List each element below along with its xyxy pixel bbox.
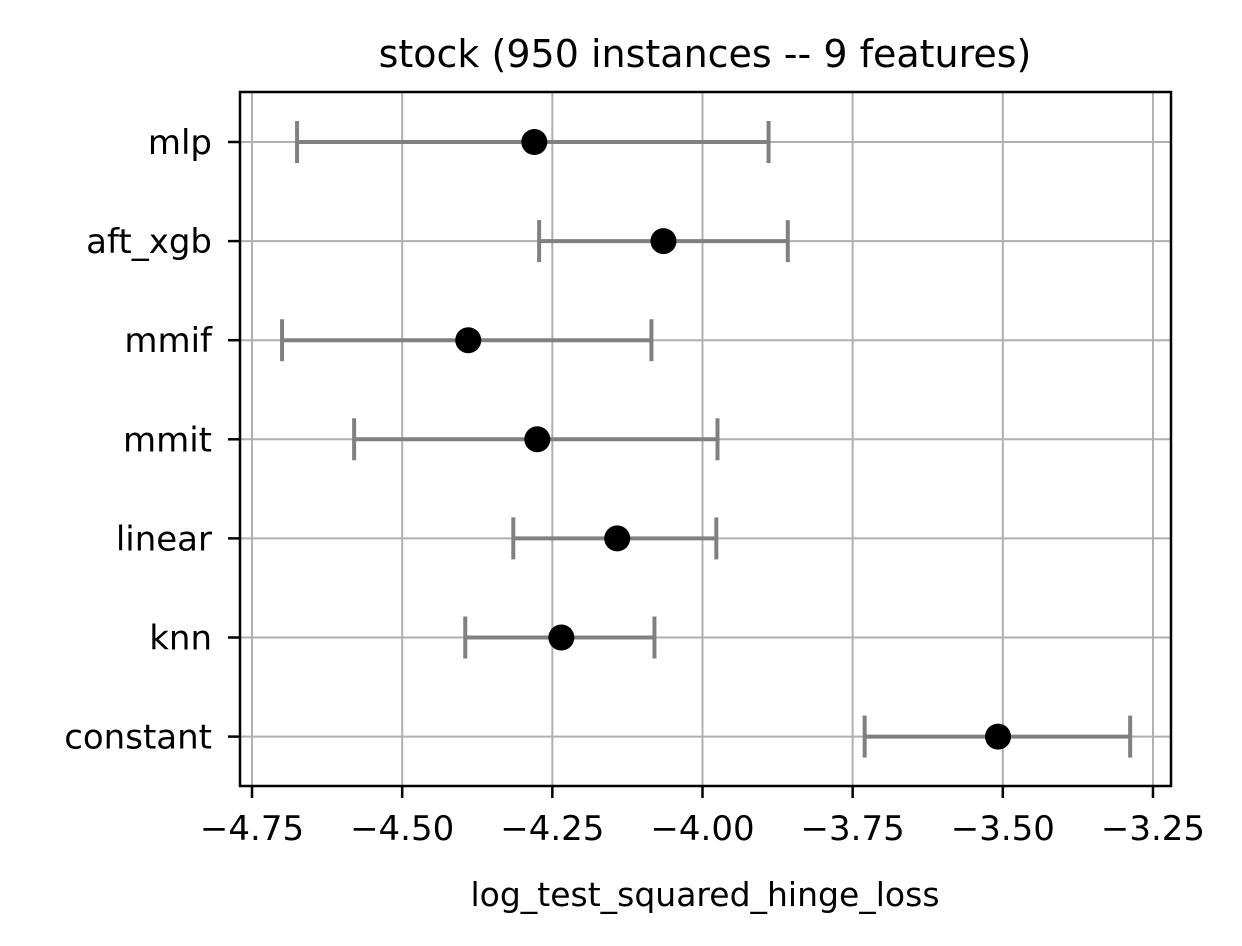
x-tick-label: −3.50 xyxy=(951,809,1055,849)
y-tick-label: knn xyxy=(149,619,212,659)
axis-layer: −4.75 −4.50 −4.25 −4.00 −3.75 −3.50 −3.25 mlp af… xyxy=(64,123,1205,849)
data-point xyxy=(650,228,677,255)
data-point xyxy=(455,327,482,354)
y-tick-label: mmit xyxy=(123,420,212,460)
x-tick-label: −4.50 xyxy=(350,809,454,849)
series-layer xyxy=(280,121,1133,758)
x-tick-label: −3.25 xyxy=(1101,809,1205,849)
y-tick-label: mmif xyxy=(124,321,213,361)
x-tick-label: −4.00 xyxy=(650,809,754,849)
chart-title: stock (950 instances -- 9 features) xyxy=(379,32,1032,76)
y-tick-label: mlp xyxy=(148,123,212,163)
y-tick-label: aft_xgb xyxy=(86,222,212,262)
y-tick-label: constant xyxy=(64,718,212,758)
y-tick-label: linear xyxy=(116,519,212,559)
data-point xyxy=(524,426,551,453)
x-tick-label: −4.25 xyxy=(500,809,604,849)
data-point xyxy=(548,624,575,651)
x-tick-label: −3.75 xyxy=(801,809,905,849)
x-axis-label: log_test_squared_hinge_loss xyxy=(470,875,939,914)
data-point xyxy=(604,525,631,552)
x-tick-label: −4.75 xyxy=(200,809,304,849)
data-point xyxy=(985,723,1012,750)
data-point xyxy=(521,129,548,155)
